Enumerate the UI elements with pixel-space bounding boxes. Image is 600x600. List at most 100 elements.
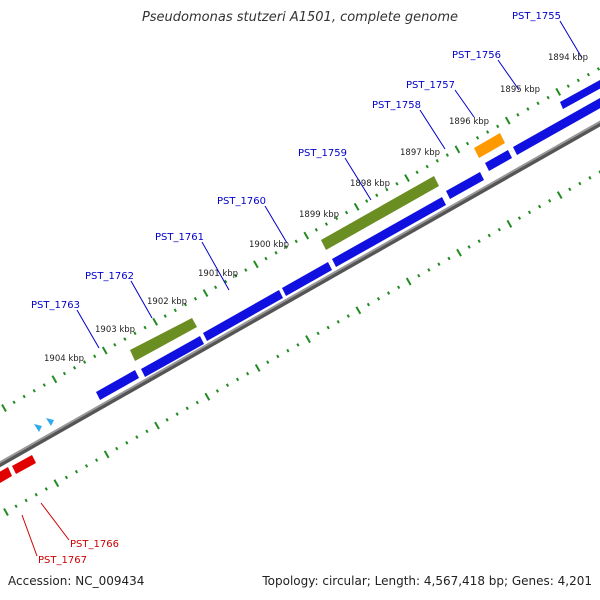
gene-arrow[interactable] (513, 98, 600, 155)
tick-mark (586, 72, 591, 77)
tick-mark (456, 248, 462, 257)
gene-arrow[interactable] (12, 455, 36, 474)
tick-mark (123, 337, 127, 341)
tick-mark (84, 464, 89, 468)
rrna-gene[interactable] (321, 176, 439, 250)
gene-arrow[interactable] (203, 290, 283, 341)
tick-mark (546, 95, 550, 100)
tick-mark (1, 404, 7, 412)
tick-mark (264, 256, 268, 261)
tick-mark (253, 260, 259, 269)
tick-mark (74, 469, 79, 474)
tick-mark (296, 343, 300, 347)
kbp-label: 1903 kbp (95, 325, 135, 335)
tick-mark (165, 418, 169, 422)
tick-mark (435, 159, 439, 163)
marker-icon (46, 418, 54, 426)
tick-mark (475, 136, 480, 140)
accession-text: Accession: NC_009434 (8, 574, 145, 588)
tick-mark (326, 325, 330, 330)
tick-mark (145, 429, 149, 434)
gene-label[interactable]: PST_1760 (217, 196, 266, 207)
gene-label[interactable]: PST_1757 (406, 80, 455, 91)
tick-mark (133, 331, 137, 336)
tick-mark (445, 153, 449, 157)
tick-mark (405, 277, 412, 286)
tick-mark (303, 231, 310, 240)
tick-mark (467, 245, 471, 249)
tick-mark (578, 181, 582, 186)
tick-mark (504, 116, 511, 125)
gene-arrow[interactable] (282, 262, 332, 296)
gene-label-group: PST_1755 PST_1756 PST_1757 PST_1758 PST_… (31, 11, 561, 566)
tick-mark (477, 239, 481, 243)
gene-label[interactable]: PST_1755 (512, 11, 561, 22)
gene-label[interactable]: PST_1762 (85, 271, 134, 282)
tick-mark (397, 285, 401, 290)
tick-mark (14, 504, 18, 509)
genome-summary-text: Topology: circular; Length: 4,567,418 bp… (262, 574, 592, 588)
tick-mark (596, 67, 600, 71)
tick-mark (555, 87, 562, 96)
gene-label[interactable]: PST_1756 (452, 50, 501, 61)
tick-mark (113, 342, 117, 347)
tick-mark (154, 421, 160, 430)
gene-label[interactable]: PST_1767 (38, 555, 87, 566)
tick-mark (173, 308, 177, 313)
tick-mark (447, 256, 451, 261)
tick-mark (487, 233, 491, 238)
kbp-label: 1899 kbp (299, 210, 339, 220)
tick-mark (286, 348, 290, 353)
gene-label[interactable]: PST_1758 (372, 100, 421, 111)
tick-mark (496, 124, 500, 129)
genome-backbone (0, 120, 600, 468)
gene-arrow[interactable] (141, 336, 204, 377)
gene-arrow[interactable] (0, 467, 12, 483)
tick-mark (135, 435, 139, 439)
rrna-track (130, 176, 439, 361)
gene-label[interactable]: PST_1766 (70, 539, 119, 550)
tick-mark (183, 302, 187, 307)
tick-mark (94, 458, 99, 462)
tick-mark (506, 219, 513, 228)
tick-mark (125, 441, 129, 445)
rrna-gene[interactable] (130, 318, 197, 361)
tick-mark (437, 262, 441, 267)
tick-mark (235, 377, 240, 382)
gene-arrow[interactable] (96, 370, 139, 400)
tick-mark (204, 392, 211, 401)
tick-mark (454, 145, 461, 154)
tick-mark (316, 331, 320, 336)
tick-mark (244, 268, 248, 272)
tick-mark (465, 141, 470, 146)
gene-label[interactable]: PST_1759 (298, 148, 347, 159)
gene-arrow[interactable] (485, 150, 512, 171)
orange-gene[interactable] (474, 133, 505, 158)
tick-mark (417, 273, 421, 278)
tick-mark (365, 199, 369, 203)
kbp-label-group: 1894 kbp 1895 kbp 1896 kbp 1897 kbp 1898… (44, 53, 588, 364)
tick-mark (175, 412, 179, 416)
tick-mark (344, 210, 349, 215)
gene-arrow[interactable] (332, 197, 446, 267)
tick-mark (34, 492, 38, 497)
gene-label[interactable]: PST_1763 (31, 300, 80, 311)
tick-mark (305, 335, 311, 344)
tick-mark (346, 314, 350, 318)
tick-mark (385, 187, 389, 192)
kbp-label: 1895 kbp (500, 85, 540, 95)
gene-arrow[interactable] (446, 172, 484, 199)
tick-mark (195, 400, 199, 405)
tick-mark (536, 101, 540, 106)
tick-mark (72, 365, 77, 370)
tick-mark (213, 285, 218, 290)
tick-mark (115, 446, 119, 451)
gene-label[interactable]: PST_1761 (155, 232, 204, 243)
tick-mark (152, 317, 158, 326)
tick-mark (234, 273, 238, 278)
gene-arrow[interactable] (560, 80, 600, 109)
tick-mark (537, 204, 542, 209)
tick-mark (193, 296, 198, 301)
tick-mark (254, 363, 261, 372)
